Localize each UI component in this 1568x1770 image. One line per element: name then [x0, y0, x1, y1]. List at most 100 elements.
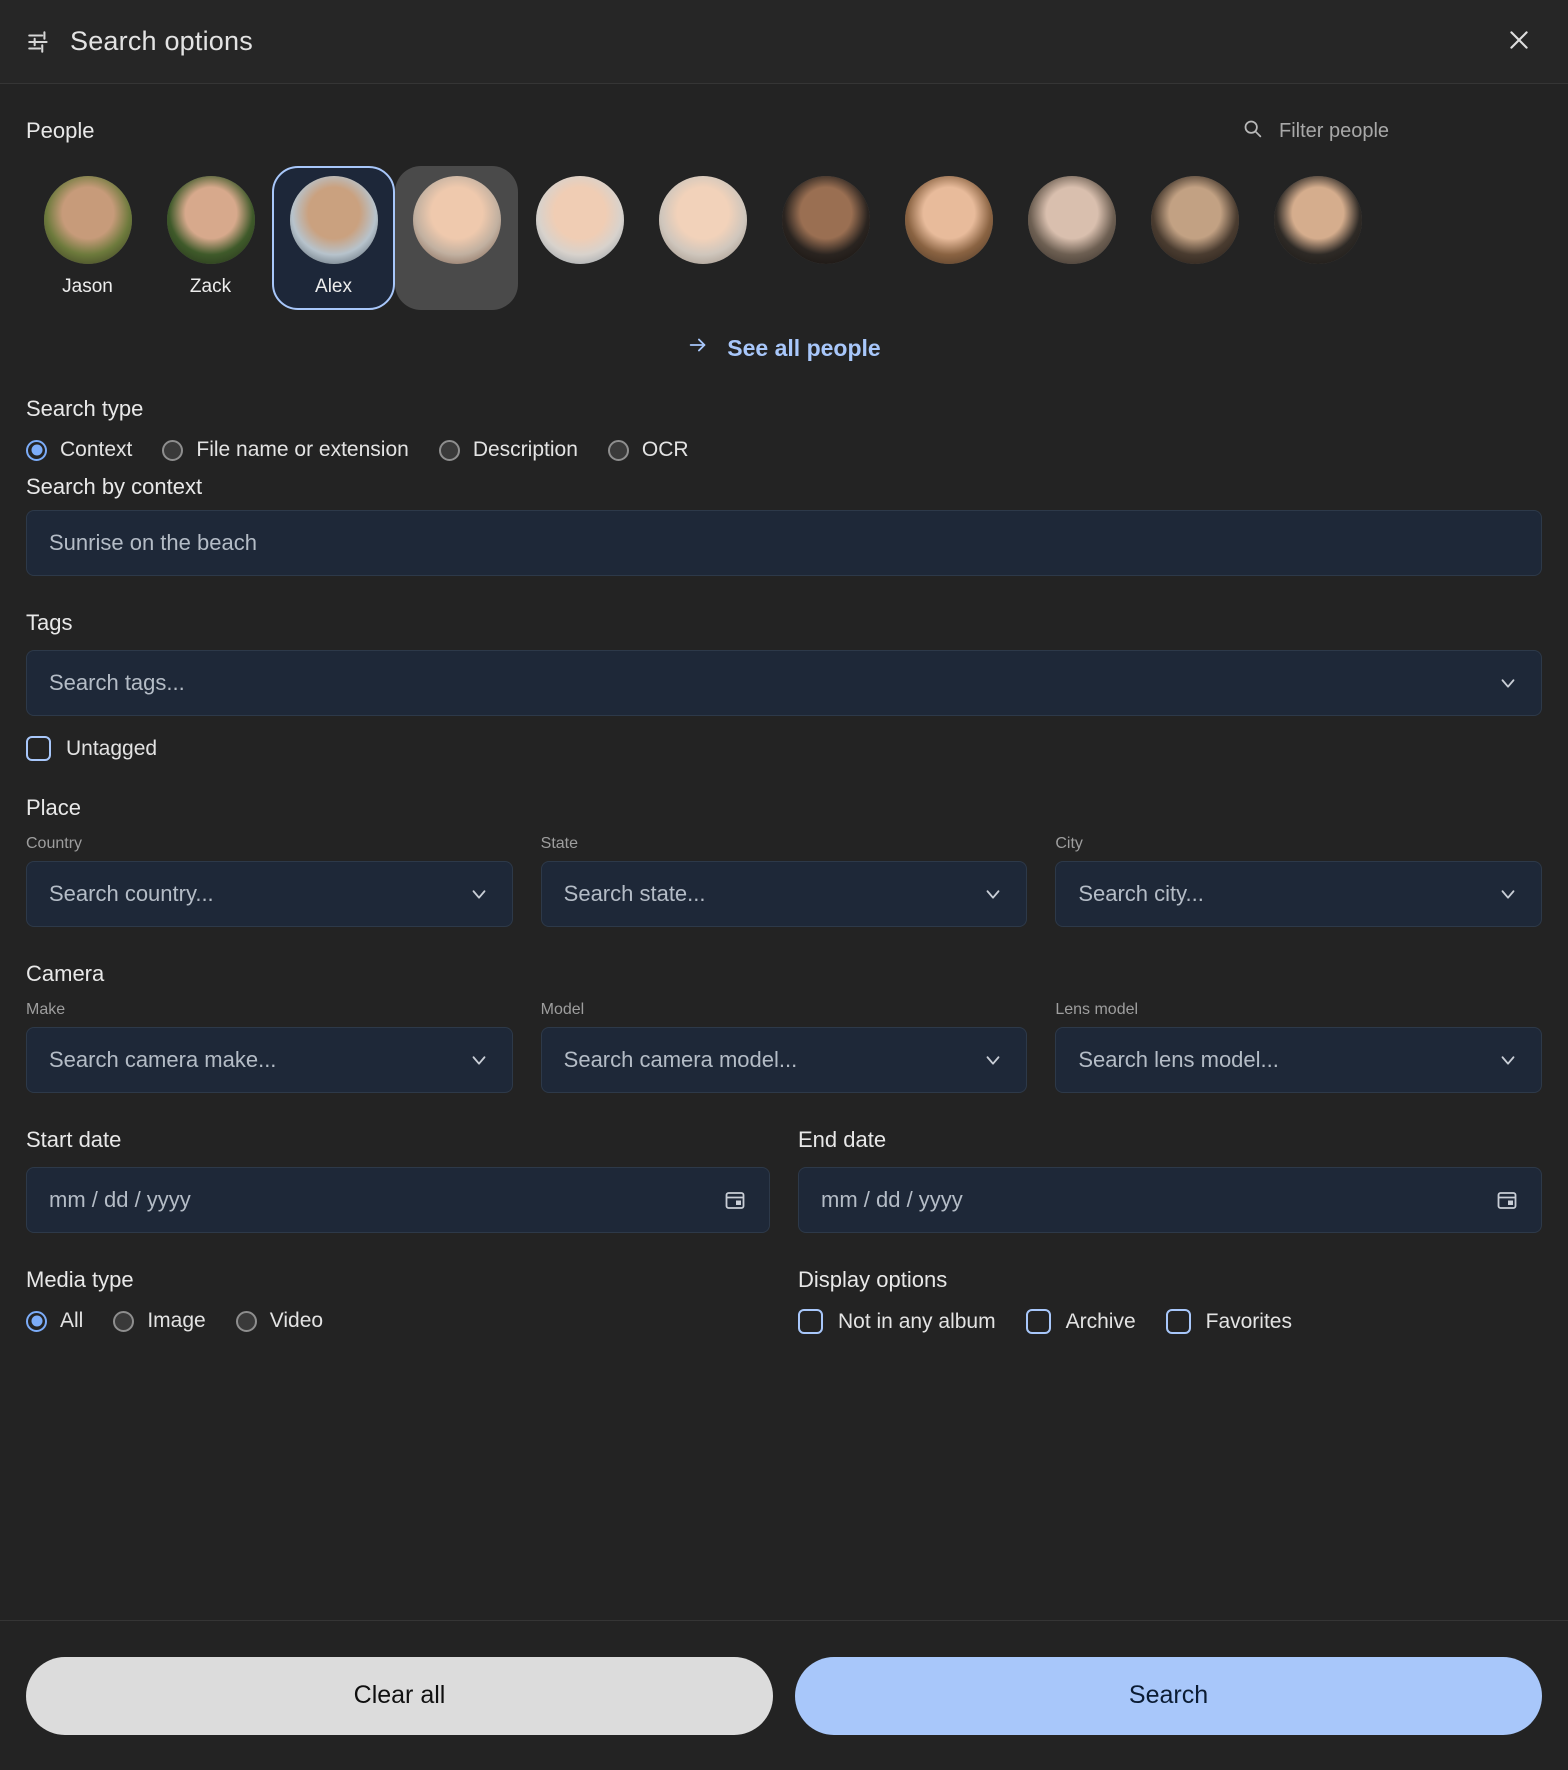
checkbox-icon[interactable] [798, 1309, 823, 1334]
checkbox-icon[interactable] [1165, 1309, 1191, 1334]
person-chip-jason[interactable]: Jason [26, 166, 149, 310]
media-type-option-video[interactable]: Video [235, 1309, 323, 1333]
camera-make-field[interactable] [26, 1027, 513, 1093]
start-date-group: Start date [26, 1127, 770, 1233]
camera-lens-model-field[interactable] [1055, 1027, 1542, 1093]
person-chip-5[interactable] [641, 166, 764, 310]
search-type-section: Search type Context File name or extensio… [26, 396, 1542, 576]
camera-model-input[interactable] [563, 1047, 983, 1073]
camera-model-group: Model [540, 1001, 1028, 1093]
camera-lens-model-input[interactable] [1078, 1047, 1497, 1073]
camera-lens-model-group: Lens model [1055, 1001, 1542, 1093]
radio-icon[interactable] [26, 1310, 47, 1332]
filter-people-input[interactable] [1279, 119, 1529, 143]
place-city-field[interactable] [1055, 861, 1542, 927]
chevron-down-icon[interactable] [1497, 1049, 1519, 1071]
page-title: Search options [70, 26, 253, 56]
place-country-field[interactable] [26, 861, 513, 927]
radio-icon[interactable] [162, 439, 184, 461]
untagged-checkbox-option[interactable]: Untagged [26, 736, 1542, 761]
place-country-label: Country [26, 835, 83, 852]
tags-section: Tags Untagged [26, 610, 1542, 761]
calendar-icon[interactable] [723, 1188, 747, 1212]
person-name: Jason [62, 276, 113, 297]
radio-label: Image [147, 1309, 206, 1332]
search-type-option-file-name-or-extension[interactable]: File name or extension [162, 438, 409, 462]
search-type-option-description[interactable]: Description [438, 438, 578, 462]
display-option-not-in-any-album[interactable]: Not in any album [798, 1309, 996, 1334]
start-date-field[interactable] [26, 1167, 770, 1233]
person-name: Alex [315, 276, 352, 297]
radio-icon[interactable] [438, 439, 460, 461]
search-button[interactable]: Search [795, 1656, 1542, 1735]
place-state-group: State [540, 835, 1028, 927]
tags-select-field[interactable] [26, 650, 1542, 716]
dialog-body: People Jason Zack Alex See all people [0, 84, 1568, 1620]
person-chip-zack[interactable]: Zack [149, 166, 272, 310]
search-by-context-field[interactable] [26, 510, 1542, 576]
see-all-people-link[interactable]: See all people [687, 334, 881, 362]
person-chip-10[interactable] [1256, 166, 1379, 310]
untagged-checkbox[interactable] [26, 736, 51, 761]
tags-input[interactable] [49, 670, 1497, 696]
checkbox-icon[interactable] [1025, 1309, 1051, 1334]
place-city-label: City [1055, 835, 1083, 852]
camera-model-field[interactable] [540, 1027, 1028, 1093]
camera-title: Camera [26, 961, 105, 986]
radio-icon[interactable] [607, 439, 629, 461]
person-name: Zack [189, 276, 232, 297]
person-chip-8[interactable] [1010, 166, 1133, 310]
chevron-down-icon[interactable] [1497, 672, 1519, 694]
radio-label: OCR [641, 438, 689, 461]
avatar [1273, 176, 1362, 264]
start-date-input[interactable] [49, 1187, 723, 1213]
chevron-down-icon[interactable] [468, 1049, 490, 1071]
place-state-input[interactable] [563, 881, 983, 907]
place-country-group: Country [26, 835, 513, 927]
camera-make-input[interactable] [49, 1047, 468, 1073]
avatar [535, 176, 624, 264]
place-state-label: State [540, 835, 579, 852]
chevron-down-icon[interactable] [982, 883, 1004, 905]
see-all-wrap: See all people [26, 334, 1542, 362]
person-chip-6[interactable] [764, 166, 887, 310]
chevron-down-icon[interactable] [468, 883, 490, 905]
person-chip-7[interactable] [887, 166, 1010, 310]
radio-icon[interactable] [113, 1310, 135, 1332]
person-chip-3[interactable] [395, 166, 518, 310]
radio-icon[interactable] [235, 1310, 257, 1332]
dialog-footer: Clear all Search [0, 1620, 1568, 1770]
avatar [1150, 176, 1239, 264]
radio-icon[interactable] [26, 439, 47, 461]
person-chip-9[interactable] [1133, 166, 1256, 310]
person-chip-4[interactable] [518, 166, 641, 310]
search-type-option-ocr[interactable]: OCR [607, 438, 689, 462]
search-by-context-input[interactable] [49, 530, 1519, 556]
clear-all-button[interactable]: Clear all [26, 1656, 773, 1735]
display-options-title: Display options [798, 1267, 948, 1292]
arrow-right-icon [687, 334, 709, 362]
media-type-option-all[interactable]: All [26, 1309, 83, 1333]
end-date-field[interactable] [798, 1167, 1542, 1233]
media-display-section: Media type All Image Video Display options… [26, 1267, 1542, 1334]
place-state-field[interactable] [540, 861, 1028, 927]
place-country-input[interactable] [49, 881, 468, 907]
end-date-input[interactable] [821, 1187, 1495, 1213]
header-left-group: Search options [26, 26, 253, 57]
close-button[interactable] [1496, 19, 1542, 65]
media-type-option-image[interactable]: Image [113, 1309, 206, 1333]
place-city-input[interactable] [1078, 881, 1497, 907]
untagged-label: Untagged [66, 736, 158, 760]
chevron-down-icon[interactable] [982, 1049, 1004, 1071]
close-icon [1506, 27, 1532, 56]
search-type-option-context[interactable]: Context [26, 438, 132, 462]
people-filter[interactable] [1242, 118, 1542, 144]
display-option-archive[interactable]: Archive [1025, 1309, 1136, 1334]
chevron-down-icon[interactable] [1497, 883, 1519, 905]
avatar [289, 176, 378, 264]
place-title: Place [26, 795, 82, 820]
person-chip-alex[interactable]: Alex [272, 166, 395, 310]
display-option-favorites[interactable]: Favorites [1165, 1309, 1292, 1334]
calendar-icon[interactable] [1495, 1188, 1519, 1212]
